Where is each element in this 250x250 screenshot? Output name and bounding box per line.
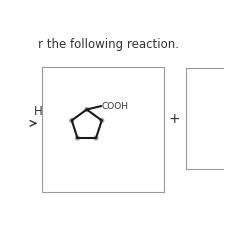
Circle shape <box>94 136 98 140</box>
Text: r the following reaction.: r the following reaction. <box>38 38 179 51</box>
Circle shape <box>76 136 80 140</box>
Circle shape <box>85 108 89 112</box>
Text: +: + <box>169 112 180 126</box>
Text: H: H <box>34 105 43 118</box>
Text: COOH: COOH <box>102 102 129 110</box>
Circle shape <box>100 118 104 122</box>
Circle shape <box>70 118 74 122</box>
Bar <box>42 66 164 192</box>
Bar <box>186 68 240 168</box>
